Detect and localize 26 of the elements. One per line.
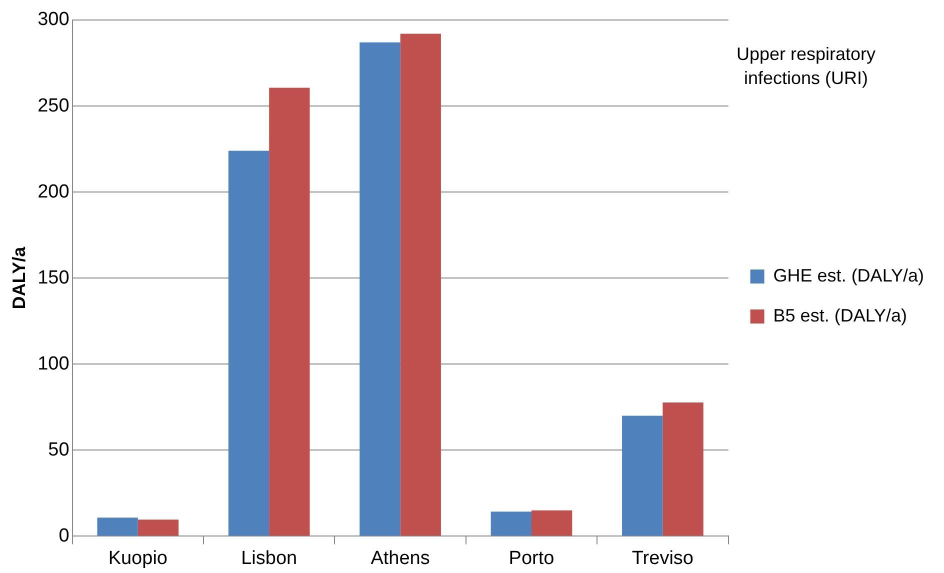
legend-label: GHE est. (DALY/a) xyxy=(773,265,924,286)
x-tick-label: Treviso xyxy=(632,548,694,569)
y-tick-label: 150 xyxy=(38,267,70,288)
y-tick-label: 50 xyxy=(48,439,70,460)
y-tick-label: 250 xyxy=(38,95,70,116)
bar xyxy=(662,402,704,536)
bar xyxy=(360,42,400,536)
x-tick-label: Kuopio xyxy=(108,548,168,569)
bar xyxy=(138,520,179,536)
x-tick-label: Porto xyxy=(508,548,554,569)
bar xyxy=(531,510,572,536)
y-tick-label: 200 xyxy=(38,181,70,202)
y-tick-label: 0 xyxy=(58,525,70,546)
bar xyxy=(490,512,532,536)
x-tick-label: Athens xyxy=(370,548,430,569)
bar xyxy=(622,416,663,536)
y-axis-title: DALY/a xyxy=(8,246,29,310)
y-tick-label: 300 xyxy=(38,9,70,30)
y-tick-label: 100 xyxy=(38,353,70,374)
bar xyxy=(400,34,441,536)
bar xyxy=(228,150,270,536)
text: Upper respiratory infections (URI) xyxy=(735,43,877,90)
x-tick-label: Lisbon xyxy=(241,548,298,569)
bar xyxy=(97,518,138,536)
bar xyxy=(269,88,310,536)
legend-label: B5 est. (DALY/a) xyxy=(773,305,908,326)
